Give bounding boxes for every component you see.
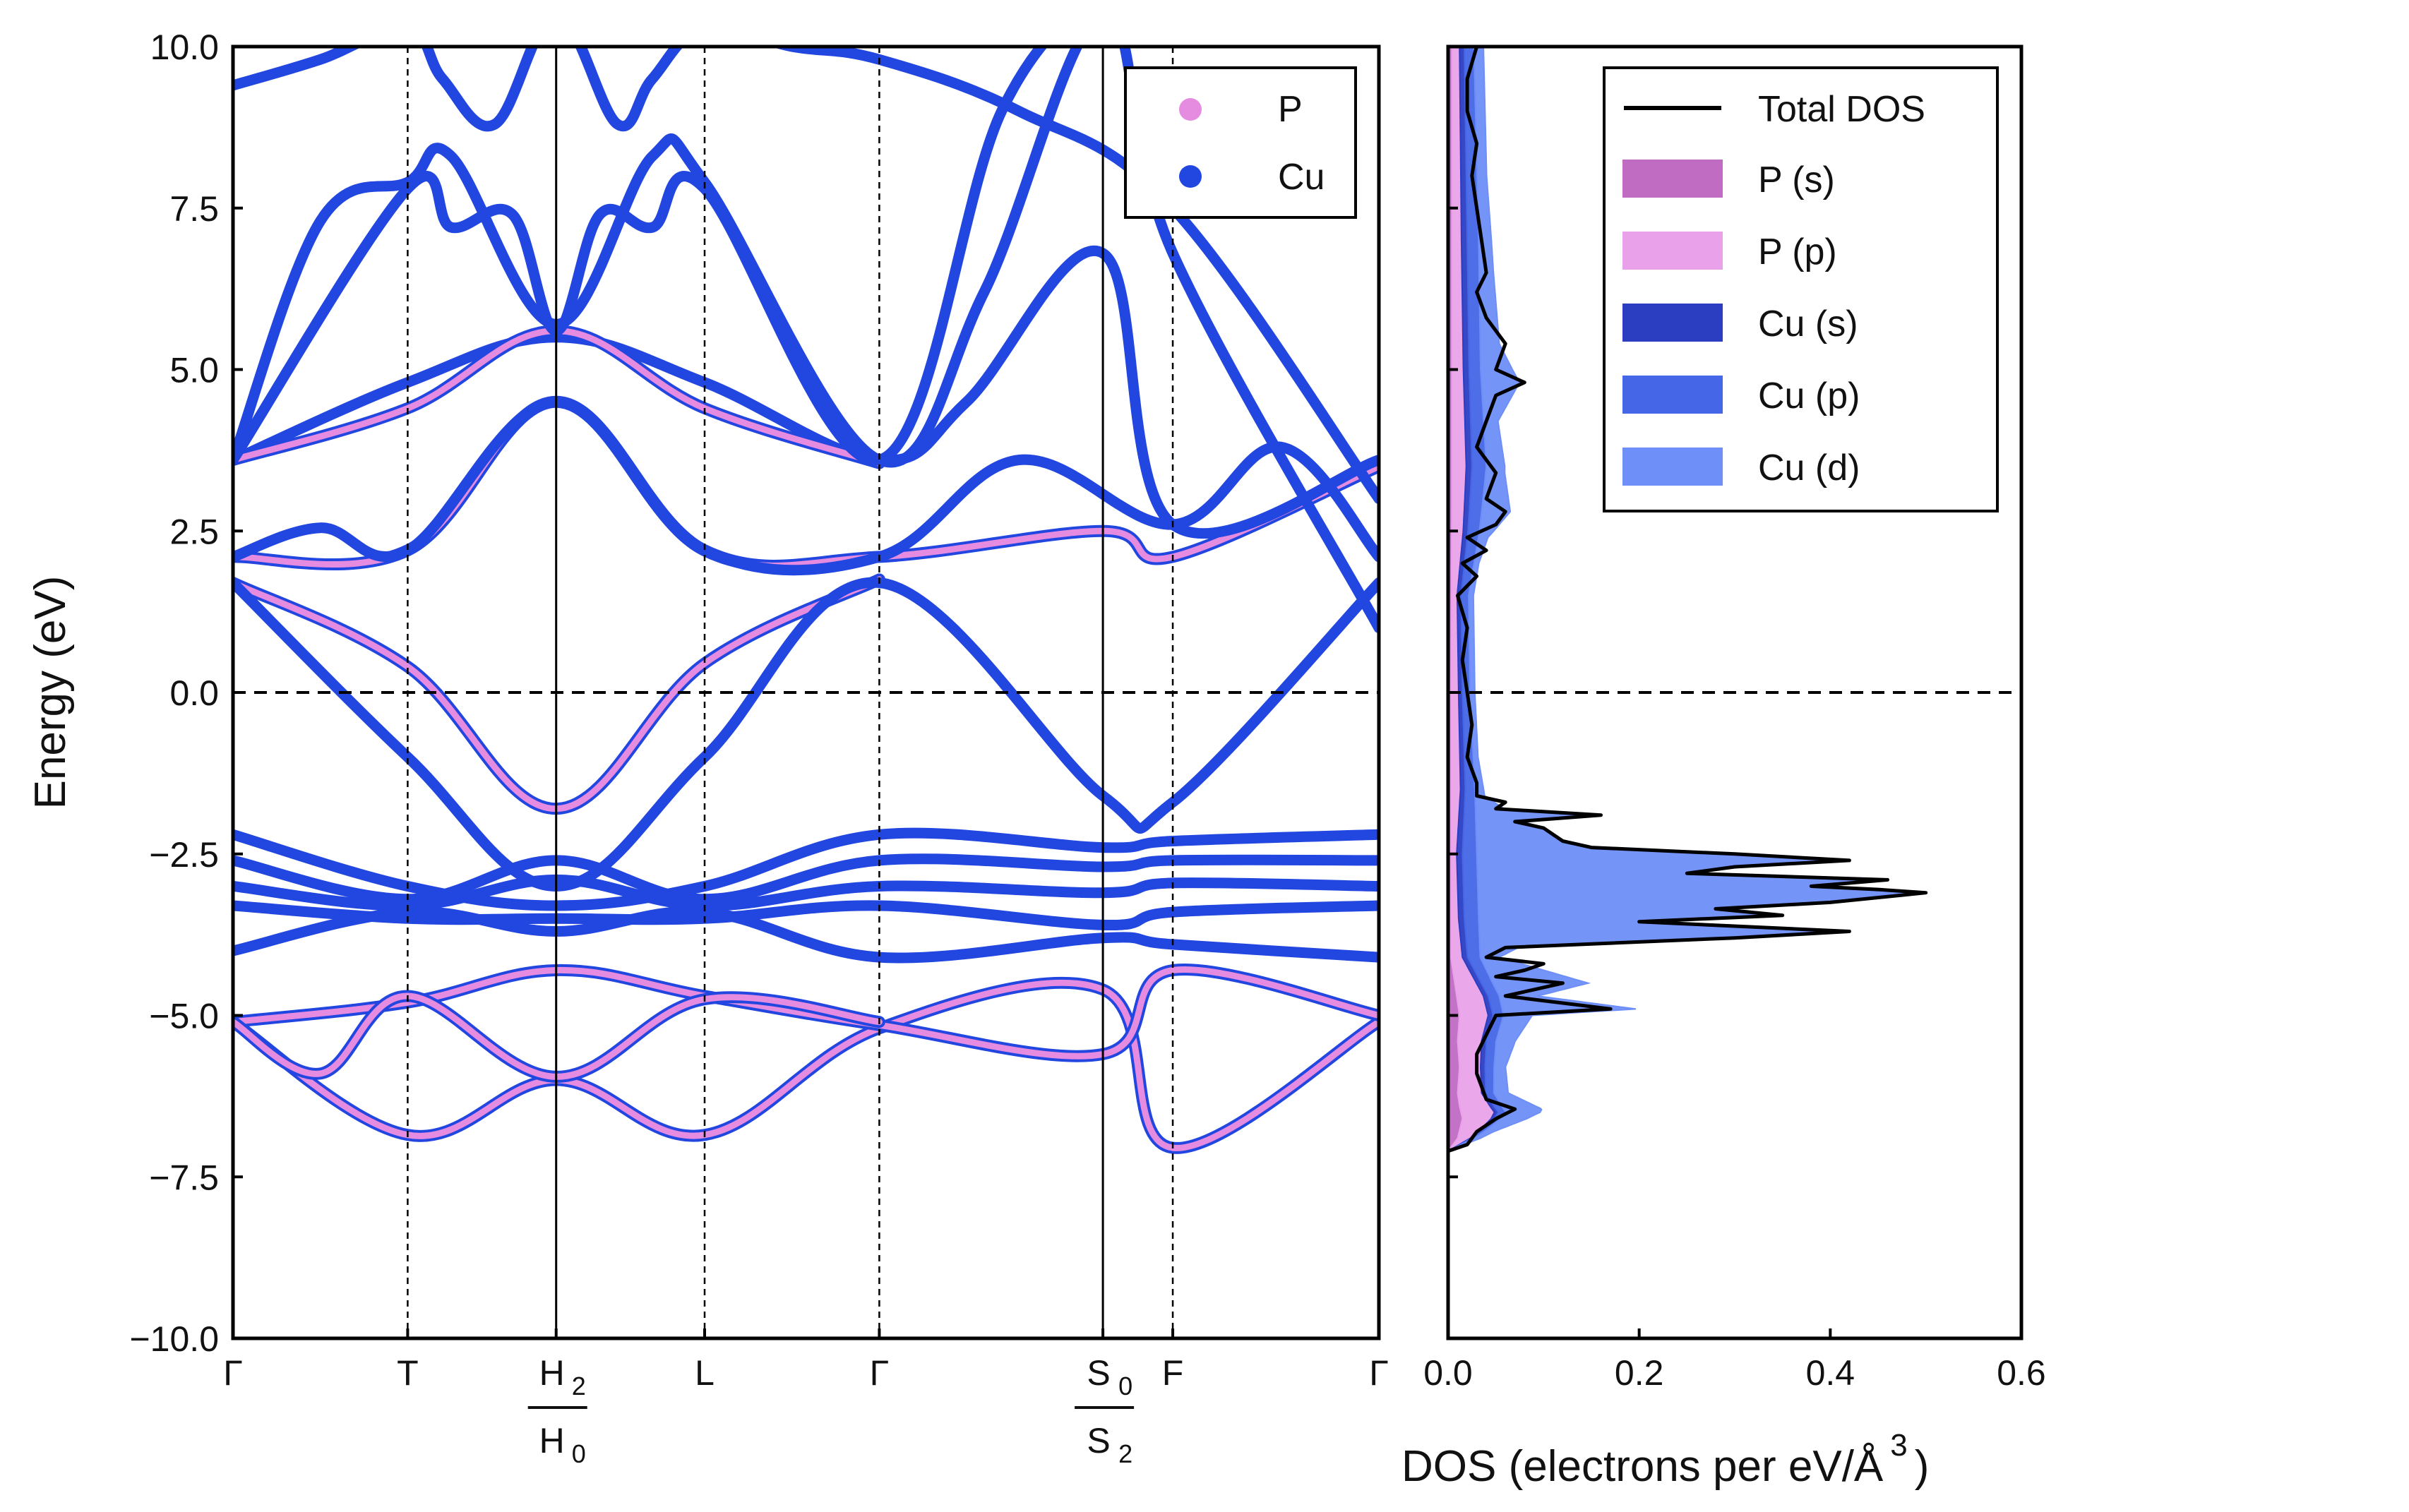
k-label-3: L xyxy=(695,1353,715,1393)
band-p-outline-5 xyxy=(233,395,1379,572)
x-tick-label-1: 0.2 xyxy=(1615,1353,1664,1393)
dos-fills xyxy=(1448,47,1908,1153)
dos-legend: Total DOS P (s) P (p) Cu (s) Cu (p) Cu (… xyxy=(1603,66,1999,512)
band-curves xyxy=(233,47,1379,1154)
energy-axis-ticks: −10.0 −7.5 −5.0 −2.5 0.0 2.5 5.0 7.5 10.0 xyxy=(129,28,243,1359)
k-label-top-5: S xyxy=(1087,1353,1110,1393)
x-tick-label-3: 0.6 xyxy=(1997,1353,2046,1393)
legend-swatch-p-p xyxy=(1622,232,1723,270)
band-cu-8 xyxy=(233,853,1379,905)
dos-axis-label-sup: 3 xyxy=(1890,1428,1907,1463)
k-label-top-sub-5: 0 xyxy=(1118,1372,1132,1400)
legend-label-total-dos: Total DOS xyxy=(1758,89,1925,130)
band-cu-6 xyxy=(233,396,1379,576)
dos-axis-label-main: DOS (electrons per eV/Å xyxy=(1401,1442,1884,1491)
band-structure-panel: −10.0 −7.5 −5.0 −2.5 0.0 2.5 5.0 7.5 10.0 Energy… xyxy=(26,28,1389,1468)
legend-swatch-cu-s xyxy=(1622,304,1723,342)
y-tick-label-2: −5.0 xyxy=(149,997,219,1036)
k-point-labels: Γ T H 2H 0L Γ S 0S 2F Γ xyxy=(223,1328,1389,1468)
dos-panel: 0.0 0.2 0.4 0.6 DOS (electrons per eV/Å 3) T… xyxy=(1401,44,2046,1491)
band-cu-10 xyxy=(233,906,1379,964)
k-label-bottom-2: H xyxy=(539,1421,565,1460)
band-cu-11 xyxy=(233,900,1379,930)
y-tick-label-4: 0.0 xyxy=(169,673,219,713)
legend-marker-p xyxy=(1179,98,1202,121)
x-tick-label-2: 0.4 xyxy=(1806,1353,1855,1393)
legend-label-p: P xyxy=(1278,89,1303,130)
dos-axis-label: DOS (electrons per eV/Å 3) xyxy=(1401,1428,1929,1491)
k-label-bottom-5: S xyxy=(1087,1421,1110,1460)
dos-fill-cu-d- xyxy=(1448,47,1908,1152)
band-legend-box xyxy=(1124,66,1357,219)
x-tick-label-0: 0.0 xyxy=(1423,1353,1473,1393)
legend-label-p-p: P (p) xyxy=(1758,232,1837,272)
legend-label-cu: Cu xyxy=(1278,157,1325,198)
y-tick-label-3: −2.5 xyxy=(149,835,219,875)
k-label-bottom-sub-2: 0 xyxy=(572,1439,586,1468)
legend-swatch-cu-p xyxy=(1622,376,1723,414)
k-label-6: F xyxy=(1162,1353,1184,1393)
dos-axis-ticks: 0.0 0.2 0.4 0.6 xyxy=(1423,1328,2046,1393)
y-tick-label-6: 5.0 xyxy=(169,351,219,390)
k-label-0: Γ xyxy=(223,1353,243,1393)
y-tick-label-1: −7.5 xyxy=(149,1158,219,1197)
k-label-top-sub-2: 2 xyxy=(572,1372,586,1400)
legend-label-cu-s: Cu (s) xyxy=(1758,304,1858,344)
total-dos-line xyxy=(1448,47,1928,1153)
energy-axis-label: Energy (eV) xyxy=(26,576,75,810)
k-label-4: Γ xyxy=(870,1353,890,1393)
legend-swatch-p-s xyxy=(1622,160,1723,198)
band-cu-16 xyxy=(233,47,1379,504)
band-p-2 xyxy=(233,992,883,1080)
legend-swatch-cu-d xyxy=(1622,448,1723,486)
y-tick-label-8: 10.0 xyxy=(150,28,219,67)
dos-energy-ticks xyxy=(1448,45,1458,1340)
legend-label-cu-p: Cu (p) xyxy=(1758,376,1860,416)
dos-legend-box xyxy=(1603,66,1999,512)
band-cu-4 xyxy=(233,577,1379,892)
k-label-1: T xyxy=(397,1353,419,1393)
band-p-1 xyxy=(233,966,1379,1060)
band-p-0 xyxy=(233,979,1379,1151)
k-label-bottom-sub-5: 2 xyxy=(1118,1439,1132,1468)
y-tick-label-0: −10.0 xyxy=(129,1319,219,1359)
legend-label-cu-d: Cu (d) xyxy=(1758,448,1860,488)
band-legend: P Cu xyxy=(1124,66,1357,219)
k-label-top-2: H xyxy=(539,1353,565,1393)
dos-axis-label-tail: ) xyxy=(1915,1442,1930,1491)
y-tick-label-7: 7.5 xyxy=(169,189,219,229)
band-cu-15 xyxy=(233,47,1048,466)
band-cu-7 xyxy=(233,827,1379,911)
legend-marker-cu xyxy=(1179,165,1202,188)
y-tick-label-5: 2.5 xyxy=(169,512,219,551)
k-label-7: Γ xyxy=(1369,1353,1389,1393)
legend-label-p-s: P (s) xyxy=(1758,160,1835,200)
